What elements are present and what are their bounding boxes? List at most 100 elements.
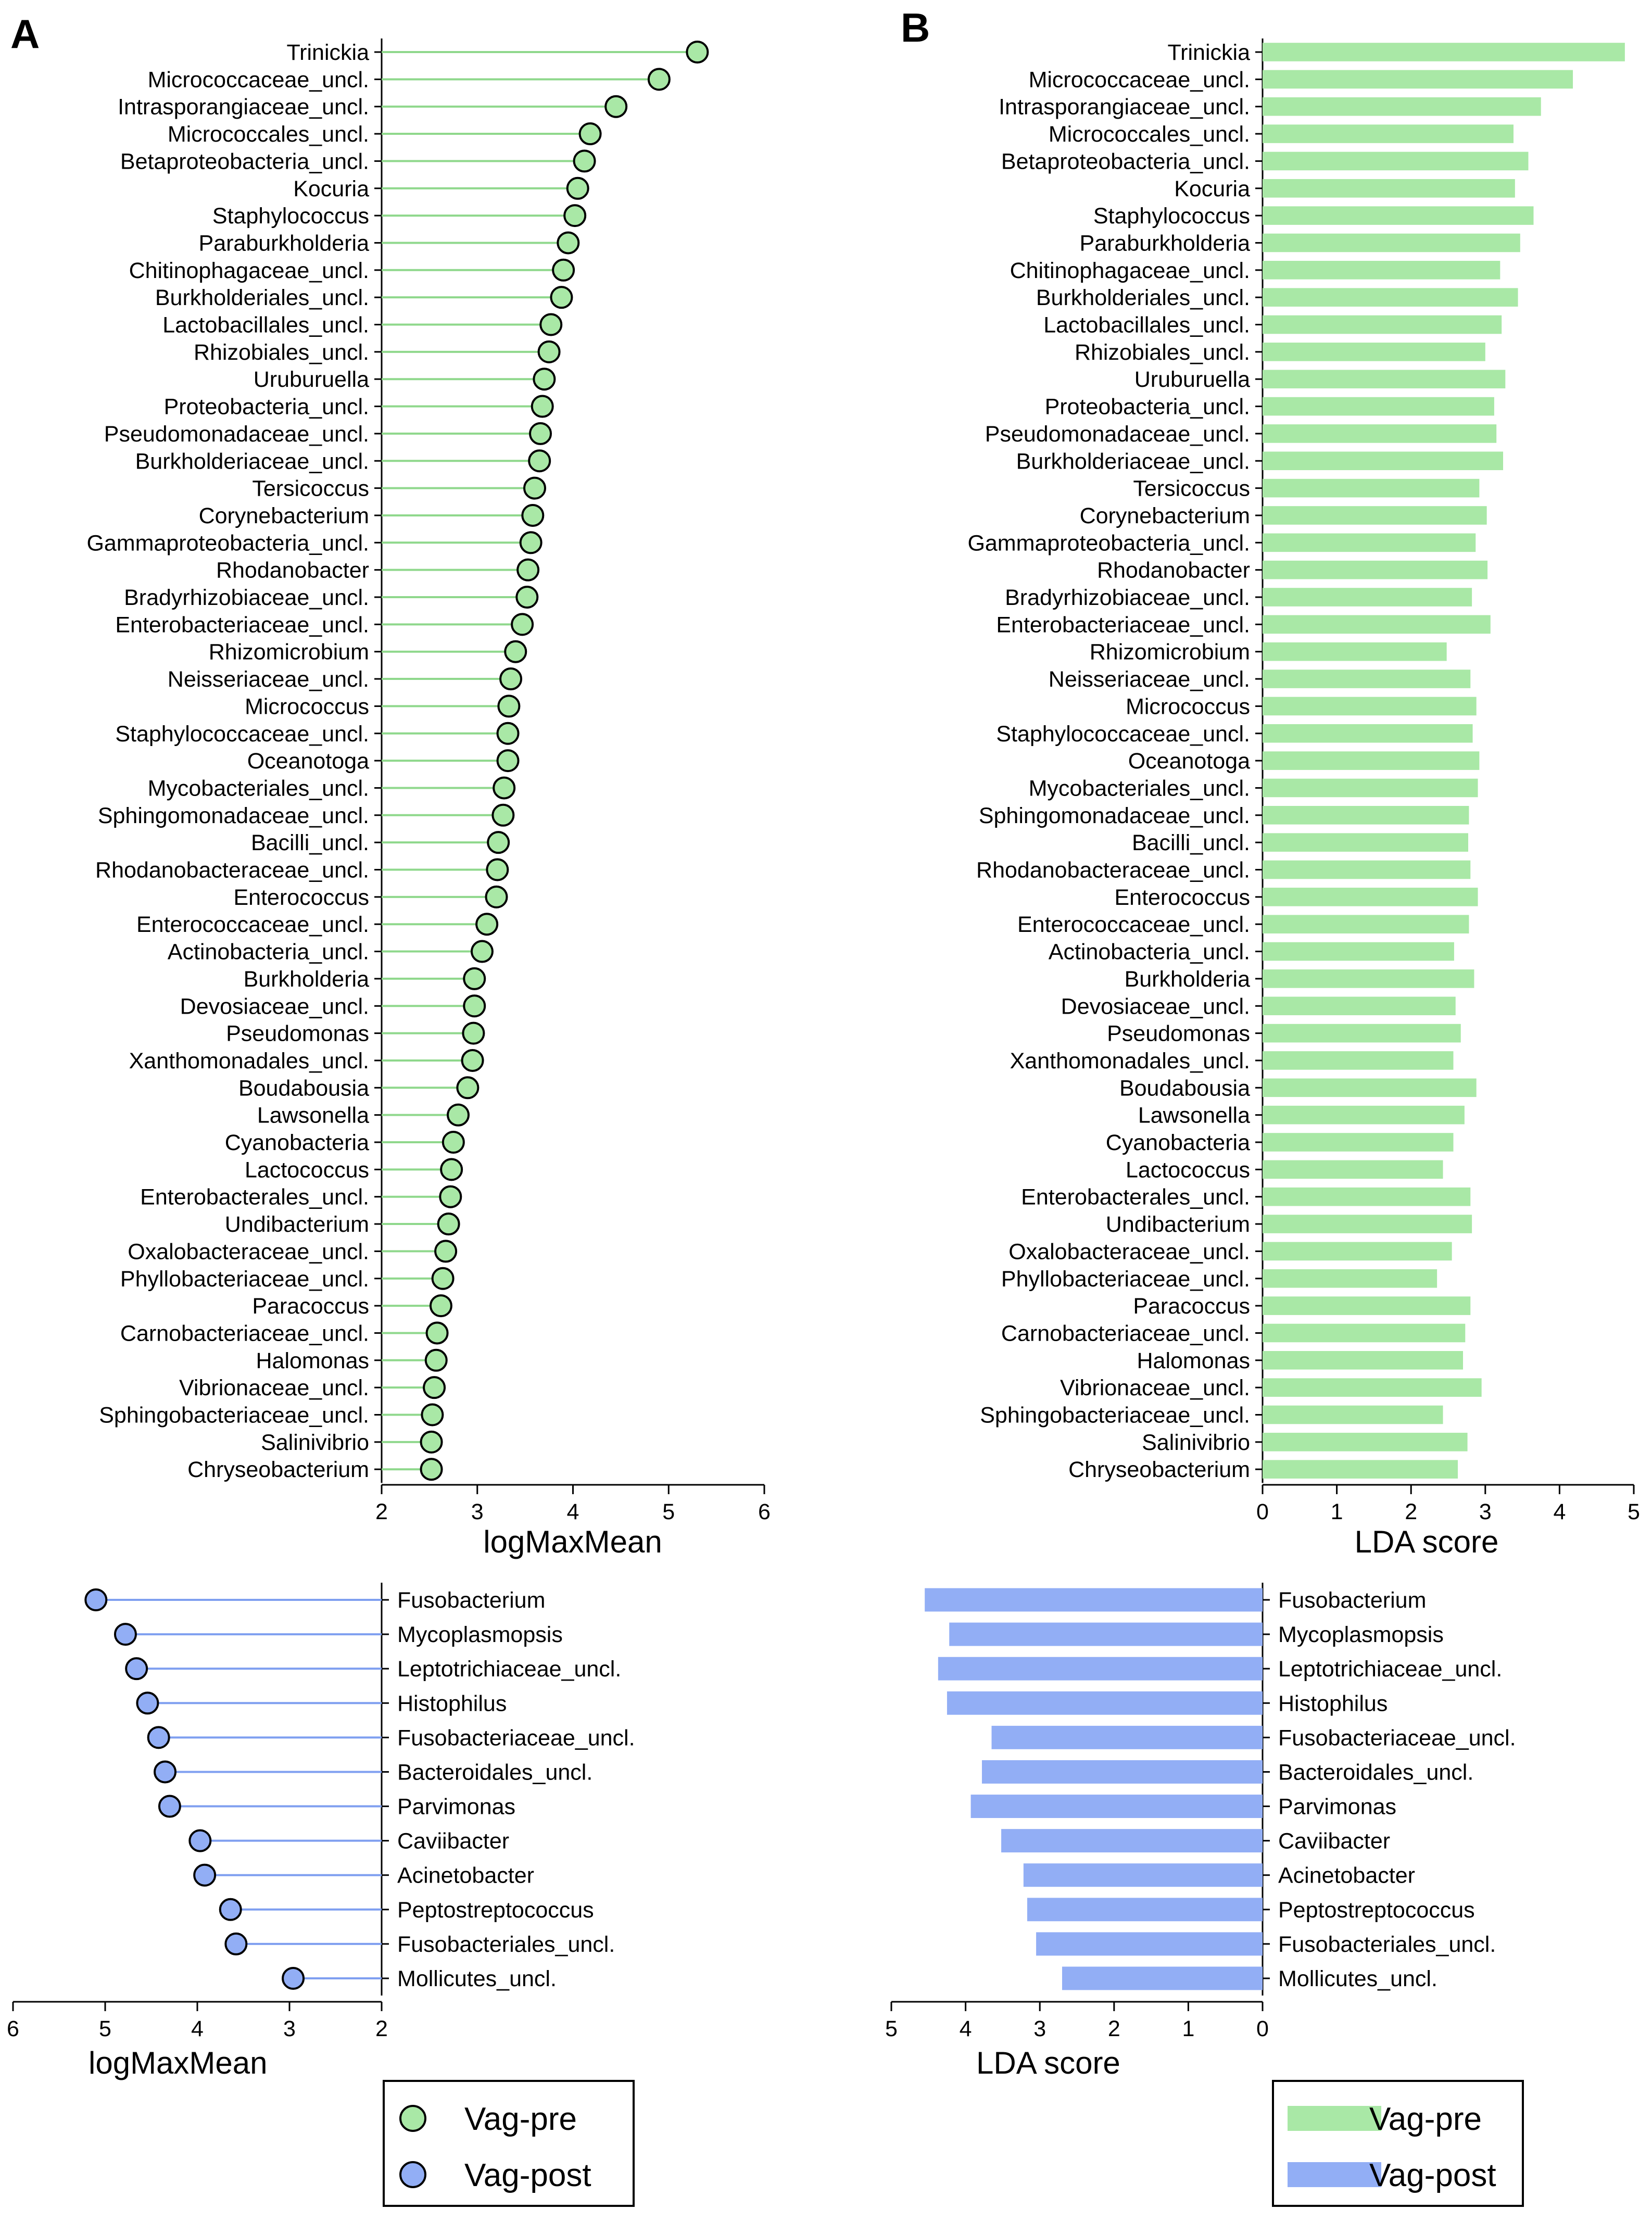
category-label: Kocuria <box>1174 176 1250 201</box>
category-label: Enterococcaceae_uncl. <box>1017 912 1250 937</box>
lollipop-point <box>578 122 602 146</box>
category-label: Fusobacteriaceae_uncl. <box>397 1725 635 1750</box>
bar <box>1263 724 1473 743</box>
category-label: Leptotrichiaceae_uncl. <box>397 1657 621 1682</box>
lollipop-point <box>434 1240 458 1263</box>
lollipop-point <box>497 695 521 718</box>
lollipop-point <box>523 476 546 500</box>
category-label: Enterobacterales_uncl. <box>1021 1185 1250 1210</box>
lollipop-point <box>604 95 628 118</box>
category-label: Proteobacteria_uncl. <box>164 395 369 420</box>
panel-label-a: A <box>10 11 40 57</box>
bar <box>1263 1433 1468 1451</box>
category-label: Rhizomicrobium <box>209 640 369 665</box>
bar <box>1263 670 1471 688</box>
bar <box>1263 97 1541 116</box>
category-label: Xanthomonadales_uncl. <box>129 1049 369 1074</box>
lollipop-point <box>686 41 709 64</box>
category-label: Bacilli_uncl. <box>1132 830 1250 855</box>
category-label: Trinickia <box>287 40 370 65</box>
bar <box>1263 288 1518 307</box>
value-tick-label: 5 <box>99 2016 111 2041</box>
legend-swatch-vag-post <box>1288 2162 1381 2187</box>
bar <box>1001 1829 1263 1853</box>
legend-label: Vag-post <box>1369 2157 1496 2193</box>
bar <box>970 1795 1263 1819</box>
category-label: Paracoccus <box>252 1294 369 1319</box>
value-tick-label: 4 <box>567 1499 579 1524</box>
value-tick-label: 6 <box>7 2016 19 2041</box>
category-label: Gammaproteobacteria_uncl. <box>967 531 1250 556</box>
category-label: Pseudomonas <box>226 1021 369 1046</box>
category-label: Mycobacteriales_uncl. <box>1029 776 1250 801</box>
category-label: Enterobacteriaceae_uncl. <box>115 612 369 637</box>
value-tick-label: 4 <box>191 2016 204 2041</box>
lollipop-point <box>475 913 499 936</box>
legend-label: Vag-pre <box>1369 2101 1482 2137</box>
chart-b-bottom-bar: Fusobacterium Mycoplasmopsis Leptotrichiac… <box>885 1582 1516 2080</box>
bar <box>949 1622 1263 1646</box>
bar <box>1263 642 1447 661</box>
lollipop-point <box>224 1932 248 1955</box>
bar <box>1263 942 1454 961</box>
bar <box>1036 1932 1263 1956</box>
bar <box>1263 179 1515 198</box>
category-label: Halomonas <box>1137 1348 1251 1373</box>
lollipop-point <box>136 1691 159 1715</box>
lollipop-point <box>431 1267 455 1290</box>
category-label: Mycoplasmopsis <box>397 1622 563 1647</box>
lollipop-point <box>425 1321 449 1345</box>
lollipop-point <box>496 749 520 773</box>
bar <box>1263 1269 1437 1288</box>
value-tick-label: 4 <box>960 2016 972 2041</box>
category-label: Enterococcus <box>1114 885 1250 910</box>
category-label: Micrococcaceae_uncl. <box>1029 67 1250 92</box>
chart-a-bottom-lollipop: Fusobacterium Mycoplasmopsis Leptotrichiac… <box>7 1582 635 2080</box>
bar <box>1263 70 1573 89</box>
bar <box>1263 370 1506 388</box>
category-label: Fusobacterium <box>397 1588 545 1613</box>
legend-swatch-vag-pre <box>1288 2106 1381 2131</box>
value-tick-label: 4 <box>1553 1499 1566 1524</box>
bar <box>1023 1863 1263 1887</box>
category-label: Halomonas <box>256 1348 370 1373</box>
category-label: Lactobacillales_uncl. <box>162 313 369 338</box>
lollipop-point <box>447 1103 470 1127</box>
category-label: Sphingobacteriaceae_uncl. <box>99 1403 369 1428</box>
category-label: Pseudomonas <box>1107 1021 1250 1046</box>
category-label: Carnobacteriaceae_uncl. <box>1001 1321 1250 1346</box>
category-label: Trinickia <box>1168 40 1251 65</box>
category-label: Neisseriaceae_uncl. <box>1049 667 1250 692</box>
category-label: Burkholderiaceae_uncl. <box>1016 449 1250 474</box>
lollipop-point <box>461 1049 484 1072</box>
category-label: Paraburkholderia <box>199 231 370 256</box>
lollipop-point <box>420 1458 443 1481</box>
bar <box>925 1588 1263 1612</box>
bar <box>1263 697 1477 716</box>
bar <box>1263 343 1485 361</box>
bar <box>1263 1133 1454 1152</box>
category-label: Micrococcaceae_uncl. <box>148 67 369 92</box>
category-label: Carnobacteriaceae_uncl. <box>120 1321 369 1346</box>
category-label: Gammaproteobacteria_uncl. <box>86 531 369 556</box>
value-tick-label: 3 <box>471 1499 484 1524</box>
lollipop-point <box>282 1966 305 1990</box>
category-label: Uruburuella <box>1134 367 1250 392</box>
category-label: Mollicutes_uncl. <box>397 1966 557 1991</box>
category-label: Undibacterium <box>225 1212 369 1237</box>
category-label: Betaproteobacteria_uncl. <box>1001 149 1250 174</box>
category-label: Bacteroidales_uncl. <box>1278 1760 1473 1785</box>
bar <box>1263 533 1476 552</box>
value-tick-label: 2 <box>1405 1499 1417 1524</box>
category-label: Chryseobacterium <box>1068 1457 1250 1482</box>
category-label: Corynebacterium <box>1080 503 1250 528</box>
lollipop-point <box>114 1623 137 1646</box>
bar <box>1263 233 1520 253</box>
bar <box>1263 124 1514 143</box>
category-label: Xanthomonadales_uncl. <box>1010 1049 1250 1074</box>
value-tick-label: 2 <box>1108 2016 1120 2041</box>
category-label: Sphingomonadaceae_uncl. <box>979 803 1250 828</box>
category-label: Uruburuella <box>254 367 369 392</box>
value-tick-label: 6 <box>758 1499 771 1524</box>
category-label: Salinivibrio <box>1142 1430 1250 1455</box>
